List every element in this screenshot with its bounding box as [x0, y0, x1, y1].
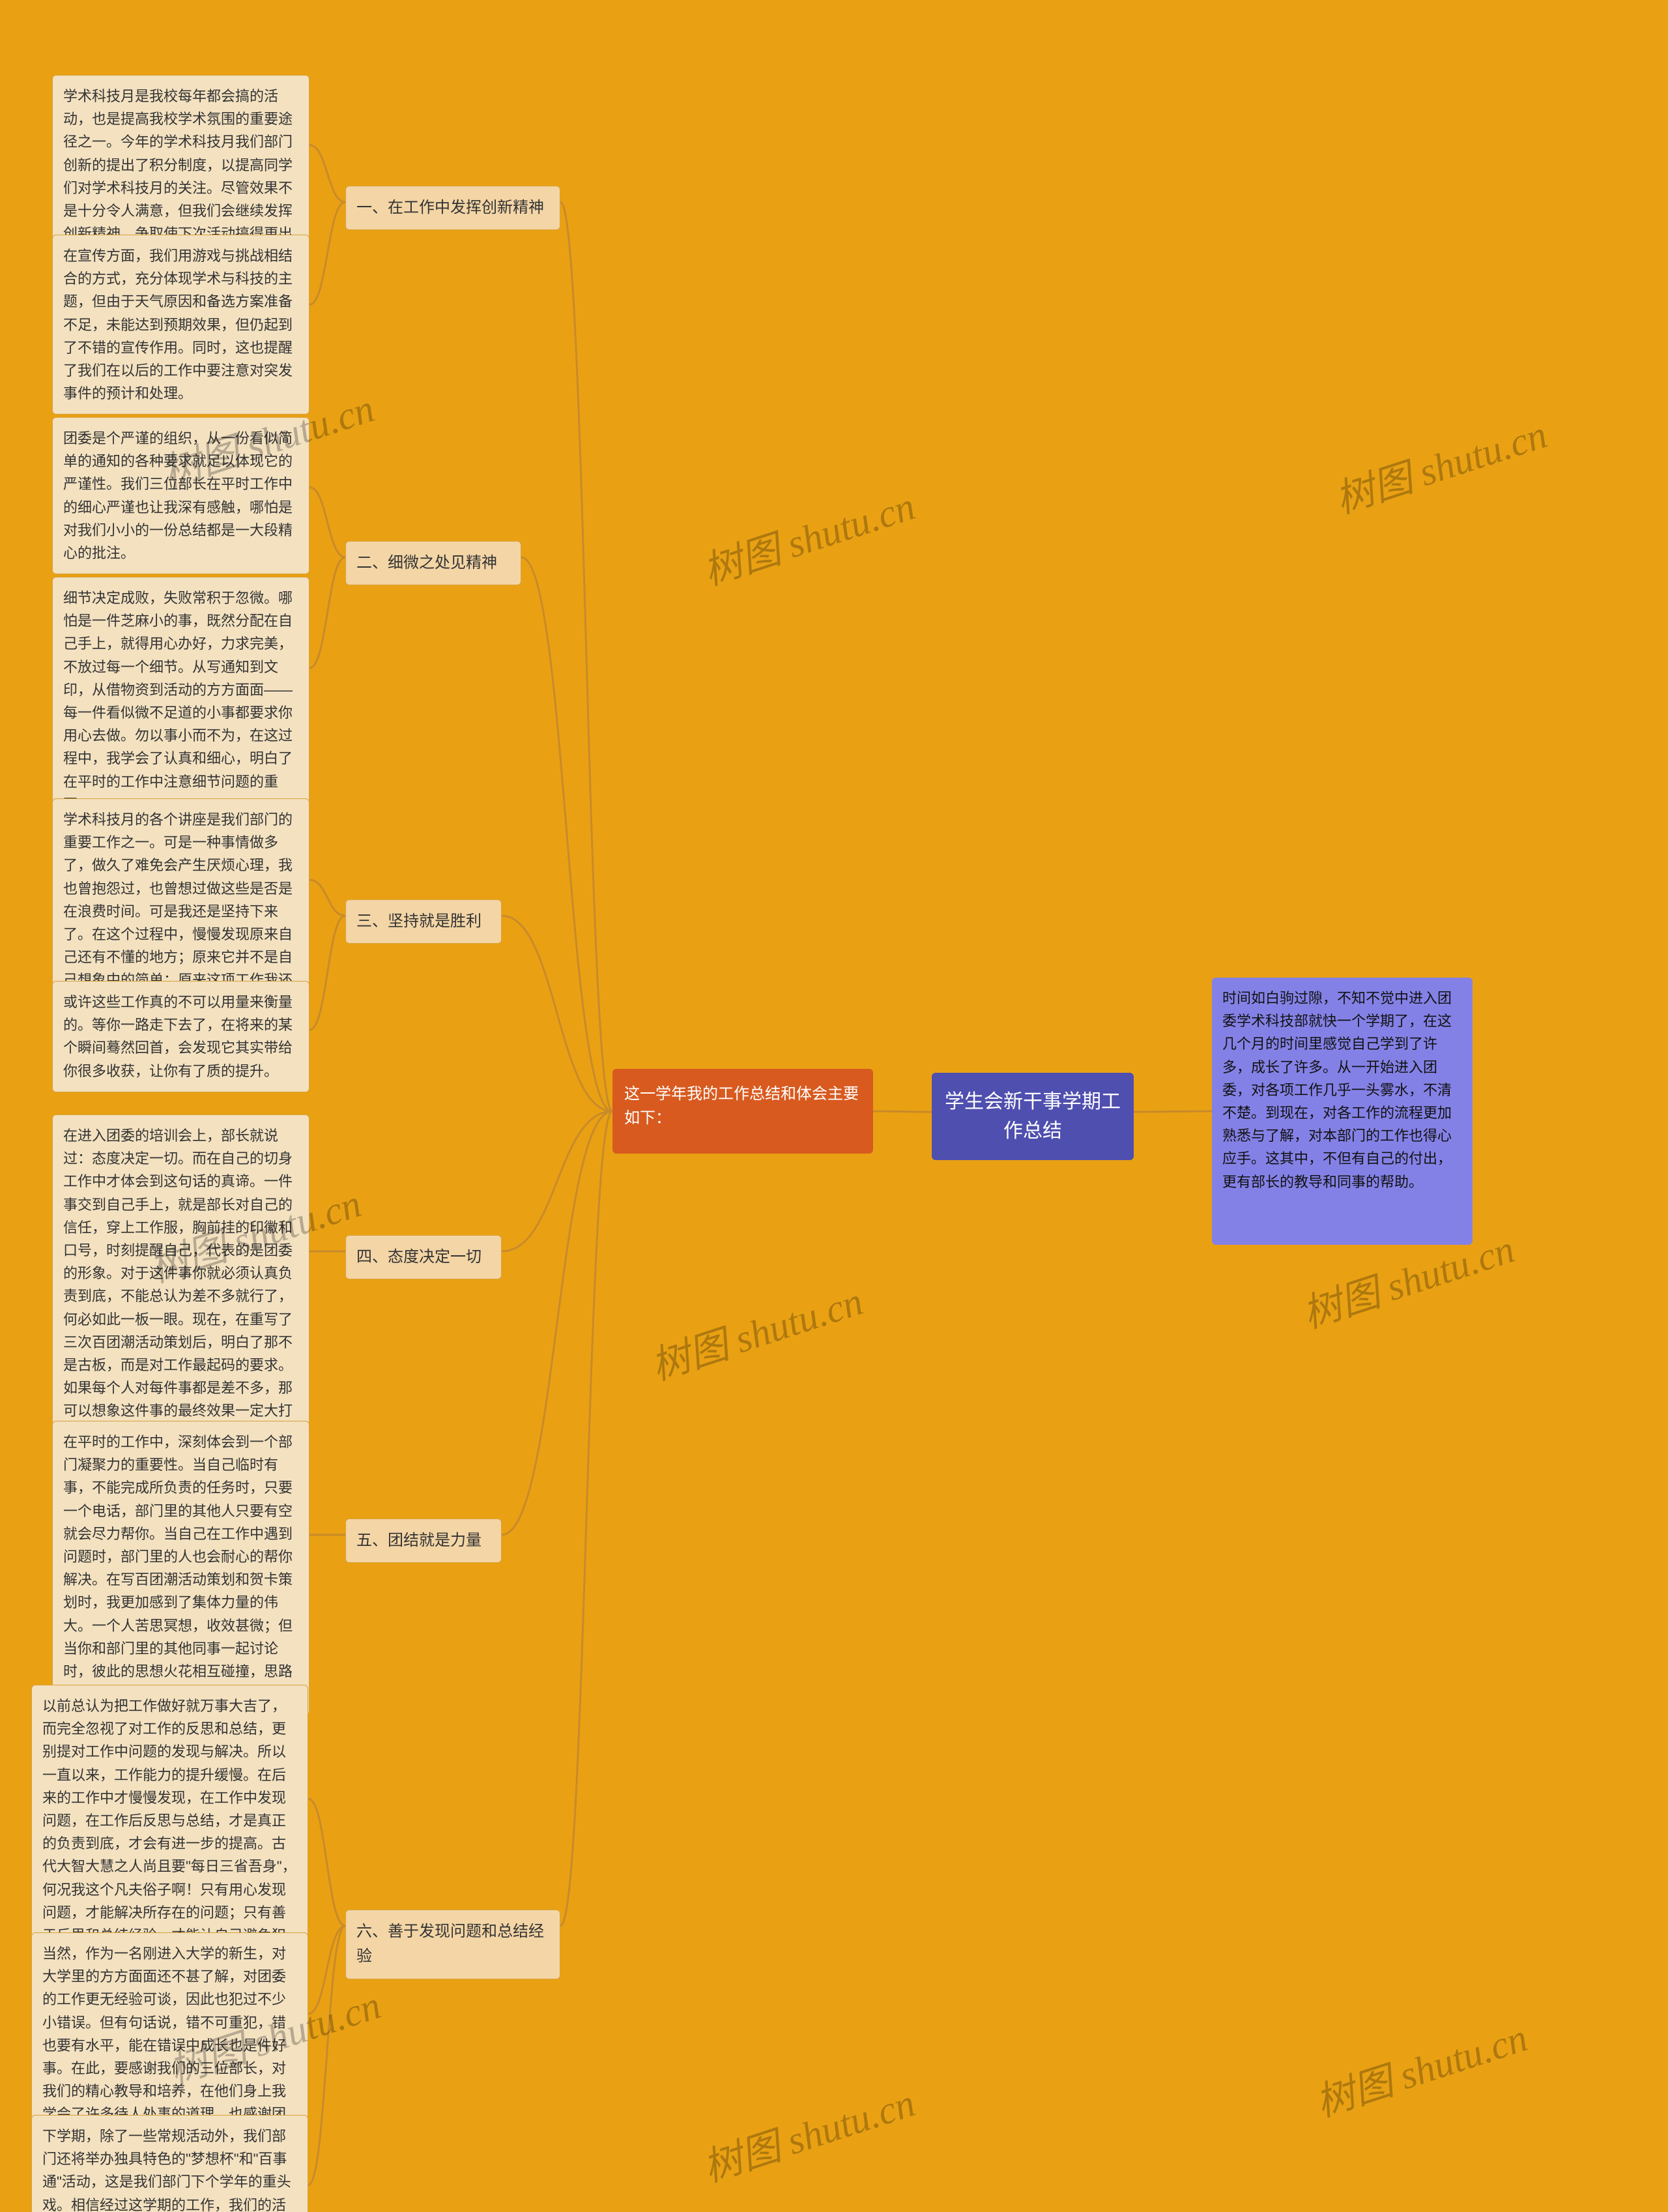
branch-6[interactable]: 六、善于发现问题和总结经验 — [345, 1910, 560, 1979]
branch-1[interactable]: 一、在工作中发挥创新精神 — [345, 186, 560, 230]
leaf-1-2: 在宣传方面，我们用游戏与挑战相结合的方式，充分体现学术与科技的主题，但由于天气原… — [52, 235, 309, 415]
branch-5[interactable]: 五、团结就是力量 — [345, 1519, 502, 1563]
leaf-2-1: 团委是个严谨的组织，从一份看似简单的通知的各种要求就足以体现它的严谨性。我们三位… — [52, 417, 309, 574]
branch-2[interactable]: 二、细微之处见精神 — [345, 541, 521, 585]
leaf-6-3: 下学期，除了一些常规活动外，我们部门还将举办独具特色的"梦想杯"和"百事通"活动… — [31, 2115, 308, 2212]
branch-4[interactable]: 四、态度决定一切 — [345, 1235, 502, 1279]
intro-text: 时间如白驹过隙，不知不觉中进入团委学术科技部就快一个学期了，在这几个月的时间里感… — [1212, 978, 1473, 1245]
branch-3[interactable]: 三、坚持就是胜利 — [345, 899, 502, 944]
watermark: 树图 shutu.cn — [695, 2071, 921, 2193]
watermark: 树图 shutu.cn — [1327, 403, 1553, 525]
watermark: 树图 shutu.cn — [643, 1270, 869, 1391]
root-node[interactable]: 学生会新干事学期工作总结 — [932, 1073, 1134, 1160]
watermark: 树图 shutu.cn — [1308, 2006, 1534, 2128]
watermark: 树图 shutu.cn — [695, 474, 921, 596]
leaf-3-2: 或许这些工作真的不可以用量来衡量的。等你一路走下去了，在将来的某个瞬间蓦然回首，… — [52, 981, 309, 1092]
leaf-5-1: 在平时的工作中，深刻体会到一个部门凝聚力的重要性。当自己临时有事，不能完成所负责… — [52, 1421, 309, 1715]
mindmap-canvas: 学生会新干事学期工作总结时间如白驹过隙，不知不觉中进入团委学术科技部就快一个学期… — [0, 0, 1668, 2212]
leaf-2-2: 细节决定成败，失败常积于忽微。哪怕是一件芝麻小的事，既然分配在自己手上，就得用心… — [52, 577, 309, 826]
sub-heading[interactable]: 这一学年我的工作总结和体会主要如下： — [612, 1069, 873, 1154]
